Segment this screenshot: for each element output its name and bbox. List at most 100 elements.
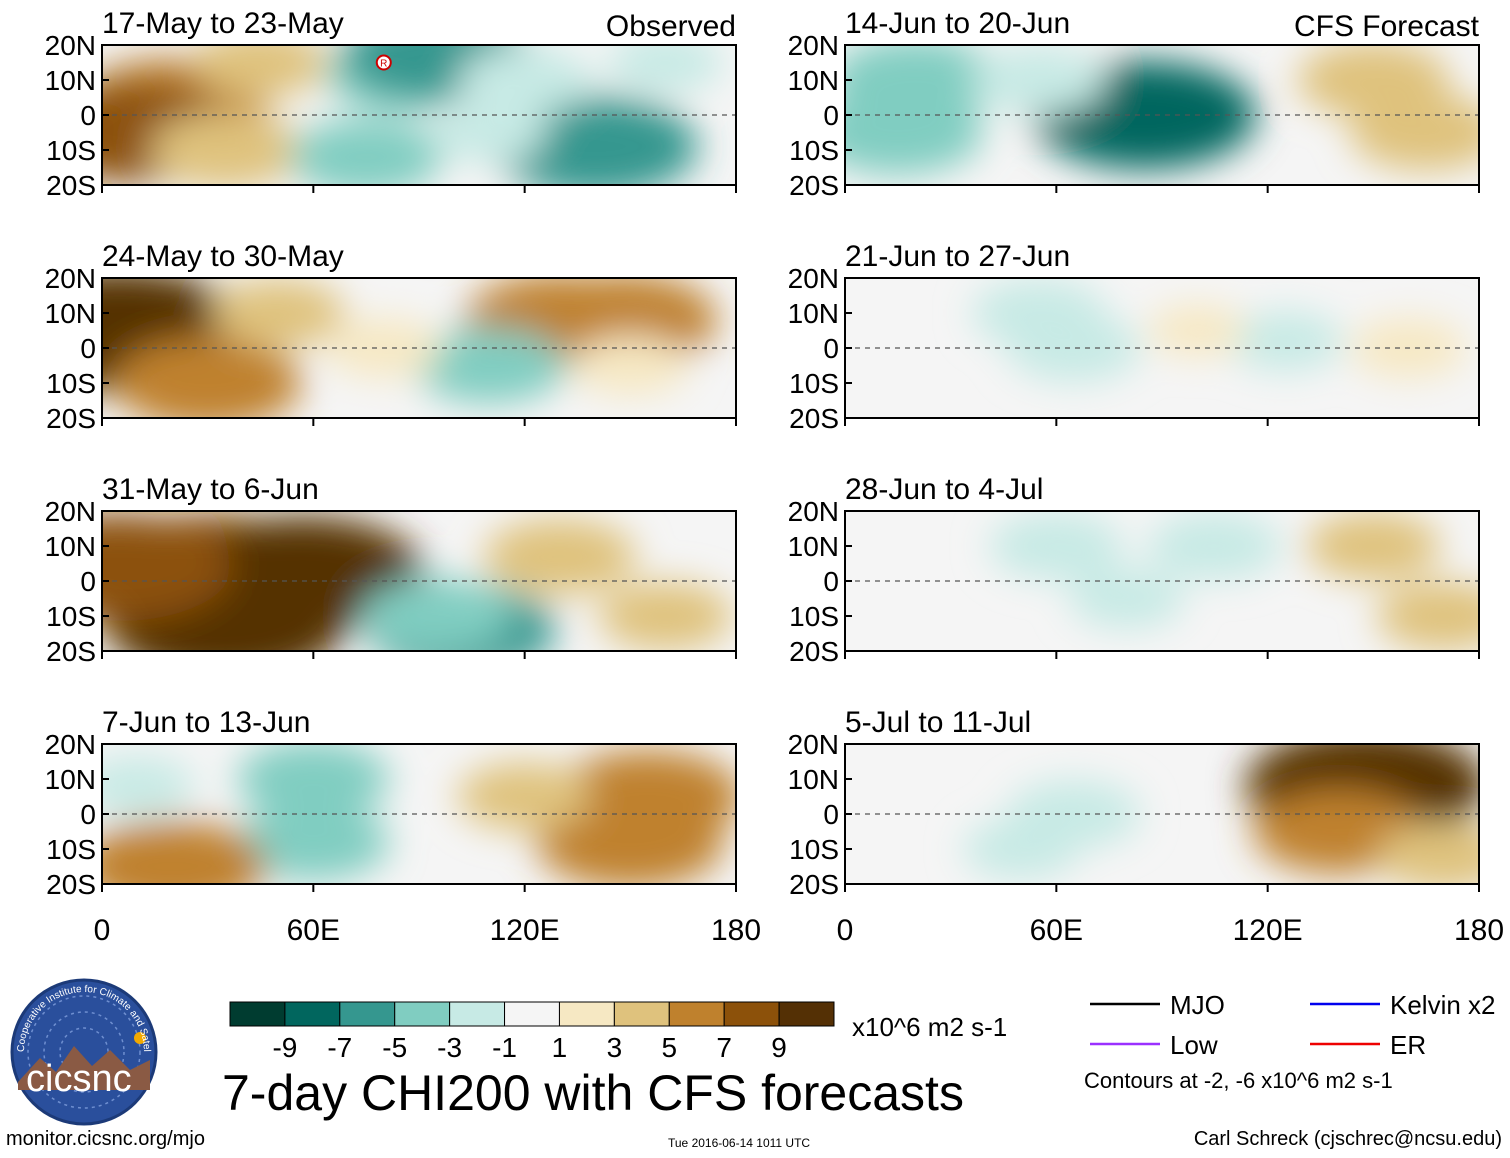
anomaly-blob xyxy=(149,112,302,185)
panel-tag: Observed xyxy=(606,10,736,43)
y-tick-label: 10S xyxy=(789,368,839,399)
x-tick-label: 120E xyxy=(1233,914,1303,947)
anomaly-blob xyxy=(360,578,513,651)
anomaly-blob xyxy=(457,762,592,831)
panel-period-label: 7-Jun to 13-Jun xyxy=(102,706,310,739)
anomaly-blob xyxy=(102,513,232,621)
y-tick-label: 20S xyxy=(789,636,839,667)
anomaly-blob xyxy=(457,46,592,114)
y-tick-label: 20N xyxy=(45,263,96,294)
x-tick-label: 180 xyxy=(711,914,761,947)
panel-6: 20N 10N 0 10S 20S 28-Jun to 4-Jul xyxy=(788,473,1480,667)
colorbar-swatch xyxy=(339,1001,396,1027)
y-tick-label: 10N xyxy=(45,298,96,329)
colorbar-tick-label: -5 xyxy=(382,1032,407,1063)
y-tick-label: 10N xyxy=(788,764,839,795)
anomaly-blob xyxy=(290,119,443,185)
y-tick-label: 10N xyxy=(45,531,96,562)
colorbar-tick-label: -9 xyxy=(272,1032,297,1063)
x-tick-label: 0 xyxy=(94,914,111,947)
colorbar-tick-label: 9 xyxy=(771,1032,787,1063)
panel-7: 20N 10N 0 10S 20S 5-Jul to 11-Jul xyxy=(788,706,1480,900)
anomaly-blob xyxy=(237,804,390,880)
y-tick-label: 10N xyxy=(788,65,839,96)
panel-1: 20N 10N 0 10S 20S 24-May to 30-May xyxy=(45,240,737,434)
y-tick-label: 20S xyxy=(46,170,96,201)
x-tick-label: 60E xyxy=(287,914,340,947)
colorbar-swatch xyxy=(778,1001,835,1027)
figure-title: 7-day CHI200 with CFS forecasts xyxy=(222,1065,964,1121)
y-tick-label: 20N xyxy=(45,496,96,527)
colorbar-swatch xyxy=(229,1001,286,1027)
y-tick-label: 0 xyxy=(80,100,96,131)
y-tick-label: 10N xyxy=(788,531,839,562)
anomaly-blob xyxy=(963,819,1080,879)
timestamp: Tue 2016-06-14 1011 UTC xyxy=(668,1136,811,1150)
legend-label-kelvin: Kelvin x2 xyxy=(1390,990,1496,1020)
panel-5: 20N 10N 0 10S 20S 21-Jun to 27-Jun xyxy=(788,240,1480,434)
anomaly-blob xyxy=(971,46,1106,114)
anomaly-blob xyxy=(211,279,346,347)
colorbar-swatch xyxy=(613,1001,670,1027)
storm-marker xyxy=(375,54,392,71)
panel-period-label: 17-May to 23-May xyxy=(102,7,344,40)
y-tick-label: 20N xyxy=(45,30,96,61)
colorbar-tick-label: -7 xyxy=(327,1032,352,1063)
panel-0: 20N 10N 0 10S 20S 17-May to 23-May Observed R xyxy=(45,7,737,201)
anomaly-blob xyxy=(102,756,196,816)
colorbar-tick-label: 5 xyxy=(661,1032,677,1063)
y-tick-label: 10N xyxy=(45,65,96,96)
y-tick-label: 10N xyxy=(45,764,96,795)
colorbar-tick-label: 1 xyxy=(552,1032,568,1063)
anomaly-blob xyxy=(598,582,733,650)
panel-period-label: 14-Jun to 20-Jun xyxy=(845,7,1070,40)
y-tick-label: 10S xyxy=(789,834,839,865)
panel-period-label: 28-Jun to 4-Jul xyxy=(845,473,1043,506)
anomaly-blob xyxy=(113,337,302,418)
y-tick-label: 20S xyxy=(46,403,96,434)
anomaly-blob xyxy=(1306,512,1441,580)
y-tick-label: 20S xyxy=(789,403,839,434)
anomaly-blob xyxy=(1147,512,1282,580)
anomaly-field xyxy=(102,278,718,418)
x-tick-label: 0 xyxy=(837,914,854,947)
y-tick-label: 10S xyxy=(46,834,96,865)
panel-tag: CFS Forecast xyxy=(1294,10,1480,43)
y-tick-label: 0 xyxy=(80,566,96,597)
legend-label-low: Low xyxy=(1170,1030,1218,1060)
y-tick-label: 10S xyxy=(46,368,96,399)
panels-group: 20N 10N 0 10S 20S 17-May to 23-May Observed R 20… xyxy=(45,7,1480,900)
y-tick-label: 0 xyxy=(823,799,839,830)
colorbar-swatch xyxy=(723,1001,780,1027)
anomaly-blob xyxy=(1227,311,1344,371)
colorbar-tick-label: 7 xyxy=(716,1032,732,1063)
y-tick-label: 0 xyxy=(823,566,839,597)
anomaly-blob xyxy=(237,744,390,817)
legend-label-er: ER xyxy=(1390,1030,1427,1060)
anomaly-blob xyxy=(989,512,1124,580)
anomaly-blob xyxy=(1376,822,1479,884)
anomaly-blob xyxy=(845,45,1001,122)
source-url[interactable]: monitor.cicsnc.org/mjo xyxy=(6,1128,205,1150)
storm-marker-label: R xyxy=(380,59,387,70)
anomaly-field xyxy=(102,744,736,884)
colorbar-units: x10^6 m2 s-1 xyxy=(852,1012,1008,1042)
longitude-axes: 0 60E 120E 180 0 60E 120E 180 xyxy=(94,914,1504,947)
colorbar-swatch xyxy=(668,1001,725,1027)
y-tick-label: 20N xyxy=(788,30,839,61)
panel-period-label: 31-May to 6-Jun xyxy=(102,473,319,506)
y-tick-label: 20N xyxy=(788,729,839,760)
anomaly-blob xyxy=(413,327,566,404)
anomaly-blob xyxy=(1068,568,1185,629)
y-tick-label: 20N xyxy=(788,496,839,527)
anomaly-field xyxy=(971,279,1467,382)
x-tick-label: 120E xyxy=(490,914,560,947)
panel-3: 20N 10N 0 10S 20S 7-Jun to 13-Jun xyxy=(45,706,737,900)
anomaly-field xyxy=(102,45,724,185)
legend-lines xyxy=(1090,1002,1380,1046)
anomaly-field xyxy=(845,45,1479,175)
y-tick-label: 10S xyxy=(46,601,96,632)
panel-period-label: 5-Jul to 11-Jul xyxy=(845,706,1031,739)
anomaly-field xyxy=(963,744,1479,884)
